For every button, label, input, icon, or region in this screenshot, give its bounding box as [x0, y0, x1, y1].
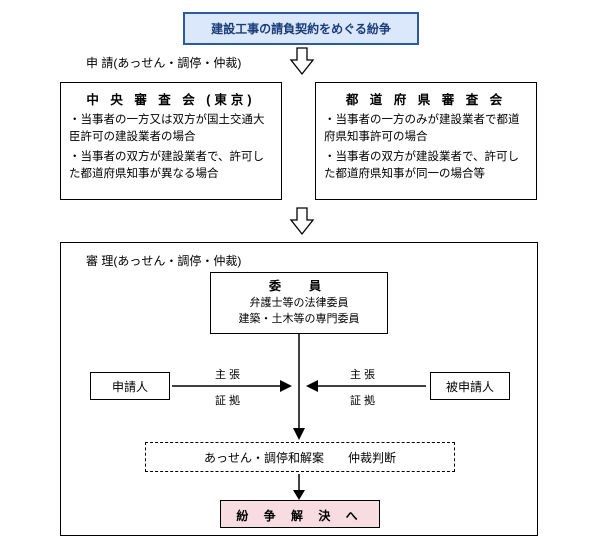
prefectural-item-0: ・当事者の一方のみが建設業者で都道府県知事許可の場合	[324, 112, 528, 147]
title-text: 建設工事の請負契約をめぐる紛争	[211, 22, 391, 36]
prefectural-item-1: ・当事者の双方が建設業者で、許可した都道府県知事が同一の場合等	[324, 149, 528, 184]
resolution-text: 紛 争 解 決 へ	[236, 509, 363, 523]
evidence-right: 証 拠	[350, 392, 375, 408]
claim-right: 主 張	[350, 366, 375, 382]
prefectural-items: ・当事者の一方のみが建設業者で都道府県知事許可の場合 ・当事者の双方が建設業者で…	[324, 112, 528, 183]
evidence-left: 証 拠	[215, 392, 240, 408]
central-header: 中 央 審 査 会 (東京)	[69, 89, 273, 108]
outcome-box: あっせん・調停和解案 仲裁判断	[145, 442, 455, 472]
central-items: ・当事者の一方又は双方が国土交通大臣許可の建設業者の場合 ・当事者の双方が建設業…	[69, 112, 273, 183]
central-item-1: ・当事者の双方が建設業者で、許可した都道府県知事が異なる場合	[69, 149, 273, 184]
resolution-box: 紛 争 解 決 へ	[220, 500, 380, 528]
prefectural-board-box: 都 道 府 県 審 査 会 ・当事者の一方のみが建設業者で都道府県知事許可の場合…	[315, 82, 537, 200]
title-box: 建設工事の請負契約をめぐる紛争	[183, 12, 419, 45]
apply-label: 申 請(あっせん・調停・仲裁)	[86, 54, 241, 71]
arrow-down-1	[291, 46, 313, 76]
outcome-text: あっせん・調停和解案 仲裁判断	[204, 451, 396, 465]
arrow-down-2	[291, 206, 313, 236]
central-item-0: ・当事者の一方又は双方が国土交通大臣許可の建設業者の場合	[69, 112, 273, 147]
claim-left: 主 張	[215, 366, 240, 382]
apply-label-text: 申 請(あっせん・調停・仲裁)	[86, 56, 241, 70]
flow-lines	[60, 242, 538, 536]
prefectural-header: 都 道 府 県 審 査 会	[324, 89, 528, 108]
central-board-box: 中 央 審 査 会 (東京) ・当事者の一方又は双方が国土交通大臣許可の建設業者…	[60, 82, 282, 200]
